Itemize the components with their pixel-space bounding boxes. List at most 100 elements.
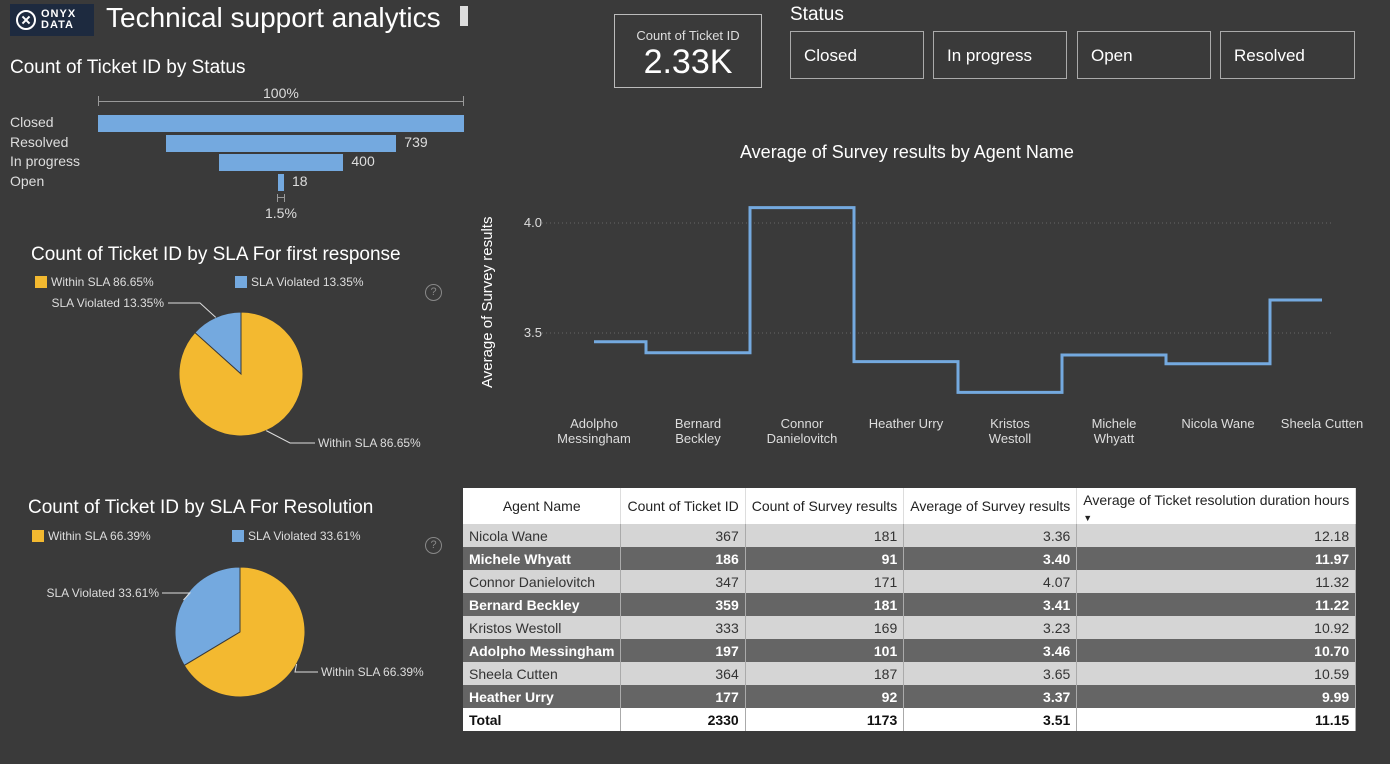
cell-value: 3.46 (903, 639, 1078, 662)
x-tick-label: Connor Danielovitch (767, 416, 838, 446)
funnel-label: In progress (10, 153, 81, 169)
pie2-chart[interactable]: Within SLA 66.39% SLA Violated 33.61% (0, 560, 460, 710)
funnel-title: Count of Ticket ID by Status (10, 57, 246, 78)
cell-agent-name: Kristos Westoll (463, 616, 622, 639)
pie1-legend-within[interactable]: Within SLA 86.65% (35, 275, 154, 289)
funnel-value-label: 18 (292, 172, 308, 189)
help-icon[interactable]: ? (425, 284, 442, 301)
logo-line1: ONYX (41, 8, 77, 20)
cell-value: 3.65 (903, 662, 1078, 685)
slicer-open[interactable]: Open (1077, 31, 1211, 79)
col-avg-resolution[interactable]: Average of Ticket resolution duration ho… (1076, 488, 1357, 524)
x-tick-label: Nicola Wane (1181, 416, 1254, 431)
table-row[interactable]: Nicola Wane 367 181 3.36 12.18 (463, 524, 1357, 547)
cell-value: 11.22 (1076, 593, 1357, 616)
table-row[interactable]: Bernard Beckley 359 181 3.41 11.22 (463, 593, 1357, 616)
cell-value: 169 (745, 616, 905, 639)
funnel-bar[interactable] (98, 115, 464, 132)
cell-value: 347 (620, 570, 746, 593)
funnel-value-label: 400 (351, 153, 375, 169)
pie2-legend-violated[interactable]: SLA Violated 33.61% (232, 529, 361, 543)
funnel-bottom-marker (277, 194, 285, 202)
help-icon[interactable]: ? (425, 537, 442, 554)
kpi-card[interactable]: Count of Ticket ID 2.33K (614, 14, 762, 88)
col-count-ticket[interactable]: Count of Ticket ID (620, 488, 746, 524)
total-value: 1173 (745, 708, 905, 731)
survey-step-line[interactable] (594, 206, 1322, 394)
total-label: Total (463, 708, 622, 731)
table-row[interactable]: Kristos Westoll 333 169 3.23 10.92 (463, 616, 1357, 639)
funnel-label: Open (10, 172, 45, 189)
cell-agent-name: Adolpho Messingham (463, 639, 622, 662)
x-tick-label: Adolpho Messingham (557, 416, 631, 446)
funnel-top-line (98, 101, 464, 102)
cell-agent-name: Connor Danielovitch (463, 570, 622, 593)
cell-value: 10.59 (1076, 662, 1357, 685)
pie1-chart[interactable]: Within SLA 86.65% SLA Violated 13.35% (0, 290, 460, 460)
x-tick-label: Michele Whyatt (1092, 416, 1137, 446)
cell-value: 359 (620, 593, 746, 616)
table-row[interactable]: Connor Danielovitch 347 171 4.07 11.32 (463, 570, 1357, 593)
cell-value: 12.18 (1076, 524, 1357, 547)
cell-agent-name: Nicola Wane (463, 524, 622, 547)
cell-value: 3.23 (903, 616, 1078, 639)
cell-value: 187 (745, 662, 905, 685)
cell-value: 181 (745, 524, 905, 547)
agent-table: Agent Name Count of Ticket ID Count of S… (463, 488, 1357, 731)
cell-value: 10.70 (1076, 639, 1357, 662)
kpi-label: Count of Ticket ID (636, 28, 740, 43)
sort-desc-icon[interactable]: ▼ (1083, 513, 1093, 523)
line-chart[interactable]: 4.0 3.5 Adolpho Messingham Bernard Beckley Con… (500, 170, 1380, 460)
table-row[interactable]: Heather Urry 177 92 3.37 9.99 (463, 685, 1357, 708)
pie1-legend-violated[interactable]: SLA Violated 13.35% (235, 275, 364, 289)
x-tick-label: Heather Urry (869, 416, 944, 431)
slicer-closed[interactable]: Closed (790, 31, 924, 79)
text-cursor (460, 6, 468, 26)
cell-value: 101 (745, 639, 905, 662)
col-avg-survey[interactable]: Average of Survey results (903, 488, 1078, 524)
cell-value: 92 (745, 685, 905, 708)
table-row[interactable]: Sheela Cutten 364 187 3.65 10.59 (463, 662, 1357, 685)
x-tick-label: Kristos Westoll (989, 416, 1031, 446)
cell-value: 91 (745, 547, 905, 570)
cell-agent-name: Sheela Cutten (463, 662, 622, 685)
slicer-in-progress[interactable]: In progress (933, 31, 1067, 79)
line-chart-ylabel: Average of Survey results (479, 216, 496, 388)
table-row[interactable]: Adolpho Messingham 197 101 3.46 10.70 (463, 639, 1357, 662)
cell-value: 9.99 (1076, 685, 1357, 708)
funnel-label: Resolved (10, 133, 69, 150)
legend-swatch (235, 276, 247, 288)
pie2-title: Count of Ticket ID by SLA For Resolution (28, 497, 374, 518)
pie-data-label: Within SLA 86.65% (318, 436, 421, 450)
cell-value: 3.36 (903, 524, 1078, 547)
cell-value: 364 (620, 662, 746, 685)
cell-value: 10.92 (1076, 616, 1357, 639)
legend-swatch (232, 530, 244, 542)
cell-agent-name: Heather Urry (463, 685, 622, 708)
cell-agent-name: Bernard Beckley (463, 593, 622, 616)
total-value: 3.51 (903, 708, 1078, 731)
funnel-bar[interactable] (278, 173, 284, 191)
cell-value: 181 (745, 593, 905, 616)
col-agent-name[interactable]: Agent Name (463, 488, 622, 524)
funnel-bar[interactable] (165, 134, 397, 152)
funnel-value-label: 739 (404, 133, 428, 150)
kpi-value: 2.33K (643, 43, 733, 81)
pie2-legend-within[interactable]: Within SLA 66.39% (32, 529, 151, 543)
cell-value: 197 (620, 639, 746, 662)
funnel-label: Closed (10, 114, 54, 130)
table-total-row: Total 2330 1173 3.51 11.15 (463, 708, 1357, 731)
table-row[interactable]: Michele Whyatt 186 91 3.40 11.97 (463, 547, 1357, 570)
y-tick-label: 3.5 (524, 325, 542, 340)
pie-slice[interactable] (183, 566, 306, 698)
slicer-resolved[interactable]: Resolved (1220, 31, 1355, 79)
page-title: Technical support analytics (106, 2, 441, 33)
col-count-survey[interactable]: Count of Survey results (745, 488, 905, 524)
logo-line2: DATA (41, 19, 74, 31)
funnel-top-pct: 100% (263, 85, 299, 101)
funnel-bar[interactable] (218, 154, 344, 171)
total-value: 11.15 (1076, 708, 1357, 731)
cell-value: 11.97 (1076, 547, 1357, 570)
cell-value: 3.37 (903, 685, 1078, 708)
line-chart-title: Average of Survey results by Agent Name (740, 142, 1074, 162)
